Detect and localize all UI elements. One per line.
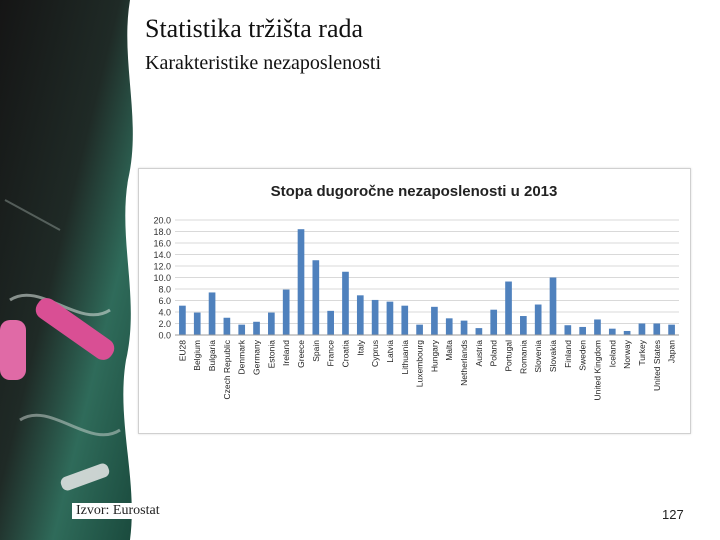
bar-austria	[475, 328, 483, 335]
bar-czech-republic	[223, 317, 231, 335]
x-tick-label: Czech Republic	[222, 339, 232, 399]
bar-hungary	[431, 306, 438, 335]
bar-france	[327, 310, 334, 335]
y-tick-label: 6.0	[158, 296, 171, 306]
bar-cyprus	[371, 299, 379, 335]
x-tick-label: EU28	[177, 340, 187, 362]
chart-container: Stopa dugoročne nezaposlenosti u 2013 0.…	[138, 168, 691, 434]
bar-iceland	[608, 328, 616, 335]
x-tick-label: Lithuania	[400, 340, 410, 375]
y-tick-label: 10.0	[153, 273, 171, 283]
gridlines	[175, 219, 679, 336]
x-tick-label: France	[326, 340, 336, 367]
x-tick-label: Slovenia	[533, 340, 543, 373]
x-tick-label: Turkey	[637, 339, 647, 365]
x-tick-label: Slovakia	[548, 340, 558, 372]
source-note: Izvor: Eurostat	[72, 503, 164, 519]
x-tick-label: Sweden	[578, 340, 588, 371]
bar-norway	[623, 330, 631, 335]
x-tick-label: Germany	[252, 339, 262, 375]
bar-croatia	[342, 271, 349, 335]
bar-germany	[253, 321, 260, 335]
bar-lithuania	[401, 305, 409, 335]
x-tick-label: Hungary	[429, 339, 439, 372]
bar-malta	[445, 318, 453, 335]
y-tick-label: 12.0	[153, 262, 171, 272]
y-tick-label: 8.0	[158, 285, 171, 295]
bar-japan	[668, 324, 675, 335]
x-tick-label: Croatia	[340, 340, 350, 368]
x-tick-label: Japan	[667, 340, 677, 363]
y-tick-label: 4.0	[158, 308, 171, 318]
chalkboard-decoration	[0, 0, 150, 540]
x-tick-label: Greece	[296, 340, 306, 368]
bar-denmark	[238, 324, 246, 335]
chart-title: Stopa dugoročne nezaposlenosti u 2013	[271, 183, 558, 200]
bar-italy	[356, 295, 364, 335]
x-axis: EU28 Belgium Bulgaria Czech Republic Denmark…	[175, 334, 679, 400]
bar-belgium	[193, 312, 201, 335]
x-tick-label: Ireland	[281, 340, 291, 366]
y-tick-label: 14.0	[153, 250, 171, 260]
x-tick-label: United Kingdom	[592, 340, 602, 400]
bar-slovenia	[534, 304, 542, 335]
bar-chart: Stopa dugoročne nezaposlenosti u 2013 0.…	[153, 183, 679, 400]
y-tick-label: 18.0	[153, 227, 171, 237]
bar-eu28	[179, 305, 186, 335]
bar-estonia	[268, 312, 275, 335]
y-tick-label: 16.0	[153, 239, 171, 249]
x-tick-label: Netherlands	[459, 340, 469, 386]
bar-finland	[564, 325, 572, 335]
slide-title: Statistika tržišta rada	[145, 14, 364, 43]
x-tick-label: United States	[652, 340, 662, 391]
bar-romania	[520, 316, 527, 335]
x-tick-label: Estonia	[266, 340, 276, 369]
bar-portugal	[505, 281, 512, 335]
bar-slovakia	[549, 277, 557, 335]
x-tick-label: Latvia	[385, 340, 395, 363]
y-tick-label: 0.0	[158, 331, 171, 341]
x-tick-label: Cyprus	[370, 340, 380, 367]
bar-poland	[490, 309, 498, 335]
x-tick-label: Norway	[622, 339, 632, 369]
x-tick-label: Finland	[563, 340, 573, 368]
bars	[179, 229, 675, 335]
bar-netherlands	[460, 320, 468, 335]
x-tick-label: Iceland	[607, 340, 617, 368]
x-tick-label: Portugal	[504, 340, 514, 372]
x-tick-label: Spain	[311, 340, 321, 362]
page-number: 127	[662, 507, 684, 522]
x-tick-label: Belgium	[192, 340, 202, 371]
x-tick-label: Italy	[355, 339, 365, 355]
x-tick-label: Bulgaria	[207, 340, 217, 371]
bar-sweden	[579, 326, 586, 335]
bar-united-states	[653, 323, 661, 335]
bar-turkey	[638, 323, 646, 335]
bar-united-kingdom	[594, 319, 601, 335]
bar-spain	[312, 260, 320, 335]
x-tick-label: Luxembourg	[415, 340, 425, 388]
x-tick-label: Poland	[489, 340, 499, 367]
bar-luxembourg	[416, 324, 423, 335]
bar-bulgaria	[208, 292, 216, 335]
bar-ireland	[282, 289, 290, 335]
x-tick-label: Denmark	[237, 339, 247, 374]
y-axis: 0.0 2.04.0 6.08.0 10.012.0 14.016.0 18.020.0	[153, 216, 171, 341]
y-tick-label: 20.0	[153, 216, 171, 226]
bar-latvia	[386, 301, 394, 335]
y-tick-label: 2.0	[158, 319, 171, 329]
bar-greece	[297, 229, 305, 335]
slide-subtitle: Karakteristike nezaposlenosti	[145, 52, 382, 74]
x-tick-label: Austria	[474, 340, 484, 367]
x-tick-label: Romania	[518, 340, 528, 374]
x-tick-label: Malta	[444, 340, 454, 361]
